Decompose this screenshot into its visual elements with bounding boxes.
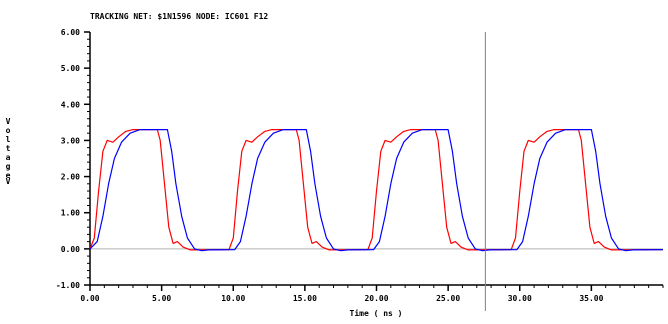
y-tick-label: 5.00 — [61, 64, 80, 73]
y-tick-label: -1.00 — [56, 281, 80, 290]
x-tick-label: 5.00 — [152, 294, 171, 303]
y-axis-label-letter: a — [6, 153, 11, 162]
series-blue-line — [89, 129, 664, 252]
y-axis-label-letter: V — [6, 117, 11, 126]
y-axis-unit: V — [6, 177, 11, 186]
series-red-line — [89, 129, 664, 251]
y-axis-label-letter: g — [6, 162, 11, 171]
x-tick-label: 15.00 — [293, 294, 317, 303]
y-tick-label: 4.00 — [61, 100, 80, 109]
x-tick-label: 30.00 — [508, 294, 532, 303]
x-tick-label: 0.00 — [80, 294, 99, 303]
x-tick-label: 10.00 — [221, 294, 245, 303]
x-tick-label: 25.00 — [436, 294, 460, 303]
y-axis-label-letter: l — [6, 135, 11, 144]
y-tick-label: 3.00 — [61, 136, 80, 145]
x-axis-label: Time ( ns ) — [350, 308, 403, 318]
chart-title: TRACKING NET: $1N1596 NODE: IC601 F12 — [90, 12, 268, 21]
y-axis-label-letter: t — [6, 144, 11, 153]
x-tick-label: 35.00 — [579, 294, 603, 303]
y-tick-label: 0.00 — [61, 245, 80, 254]
x-tick-label: 20.00 — [364, 294, 388, 303]
y-tick-label: 2.00 — [61, 173, 80, 182]
y-tick-label: 6.00 — [61, 28, 80, 37]
y-tick-label: 1.00 — [61, 209, 80, 218]
y-axis-label-letter: o — [6, 126, 11, 135]
y-axis-label-letter: e — [6, 171, 11, 180]
plot-area: -1.000.001.002.003.004.005.006.000.00 5.0… — [56, 28, 664, 311]
